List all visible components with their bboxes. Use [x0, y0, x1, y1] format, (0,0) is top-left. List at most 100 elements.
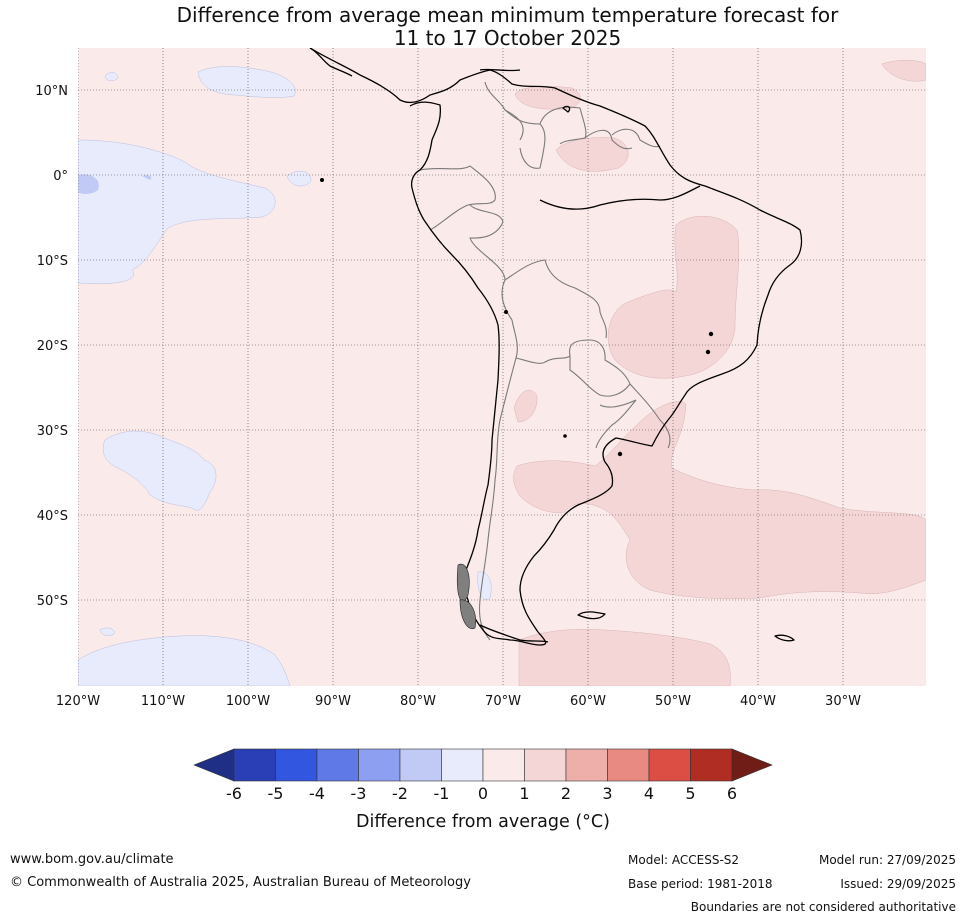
- coastline-caribbean-islands: [479, 68, 521, 72]
- border-venezuela-brazil-north: [504, 109, 524, 141]
- footer-model: Model: ACCESS-S2: [628, 853, 740, 867]
- border-suriname-french-guiana: [611, 128, 661, 148]
- cool-region-southwest-pacific: [78, 635, 291, 686]
- border-guyana-suriname: [584, 129, 633, 150]
- coastlines: [309, 48, 803, 646]
- lat-label-10s: 10°S: [37, 254, 68, 269]
- footer-issued: Issued: 29/09/2025: [840, 877, 956, 891]
- lon-label-40w: 40°W: [740, 694, 776, 709]
- warm-region-east-brazil: [607, 215, 740, 379]
- colorbar-swatch: [565, 748, 608, 782]
- lon-label-120w: 120°W: [56, 694, 100, 709]
- island-dot-5: [563, 434, 567, 438]
- map-panel: [78, 48, 926, 686]
- chile-archipelago: [457, 563, 476, 630]
- lon-label-50w: 50°W: [655, 694, 691, 709]
- cool-region-darker-core: [78, 174, 99, 194]
- moderate-cool-regions: [78, 174, 152, 194]
- warm-region-guianas: [555, 137, 629, 172]
- lat-label-50s: 50°S: [37, 594, 68, 609]
- archipelago-patch-2: [459, 599, 476, 630]
- coastline-south-america: [309, 48, 803, 646]
- border-venezuela-guyana: [539, 106, 587, 145]
- coastline-falklands: [577, 611, 606, 620]
- coastline-south-georgia: [774, 634, 795, 642]
- colorbar-swatches: [193, 748, 773, 782]
- border-brazil-bolivia: [504, 259, 607, 339]
- lon-label-90w: 90°W: [315, 694, 351, 709]
- warm-region-andes: [513, 389, 538, 423]
- footer-disclaimer: Boundaries are not considered authoritat…: [690, 900, 956, 914]
- colorbar-tick-label: 4: [644, 784, 654, 803]
- border-colombia-ecuador-peru: [419, 165, 496, 231]
- cool-anomaly-regions: [78, 66, 492, 686]
- colorbar-tick-label: 5: [685, 784, 695, 803]
- map-gridlines: [78, 48, 926, 686]
- colorbar-tick-label: -3: [351, 784, 367, 803]
- colorbar-swatch: [482, 748, 525, 782]
- lon-label-30w: 30°W: [825, 694, 861, 709]
- border-argentina-uruguay: [595, 399, 637, 449]
- lon-label-100w: 100°W: [226, 694, 270, 709]
- colorbar-tick-label: 0: [478, 784, 488, 803]
- footer-copyright: © Commonwealth of Australia 2025, Austra…: [10, 875, 471, 890]
- title-line-2: 11 to 17 October 2025: [393, 26, 622, 50]
- cool-region-small-1: [104, 72, 119, 81]
- colorbar-tick-label: 3: [602, 784, 612, 803]
- cool-region-tropical-pacific: [78, 139, 276, 284]
- lon-label-60w: 60°W: [570, 694, 606, 709]
- footer-website[interactable]: www.bom.gov.au/climate: [10, 852, 174, 867]
- coastline-tierra-del-fuego: [479, 624, 549, 643]
- coastline-trinidad-island: [562, 105, 571, 113]
- lon-label-110w: 110°W: [141, 694, 185, 709]
- cool-region-galapagos: [286, 170, 312, 187]
- colorbar-tick-label: 1: [519, 784, 529, 803]
- colorbar-extend-low: [193, 748, 235, 782]
- warm-region-northeast-atlantic: [881, 60, 926, 82]
- lat-label-30s: 30°S: [37, 424, 68, 439]
- coastline-details: [320, 178, 714, 457]
- island-dot-2: [708, 331, 714, 337]
- border-bolivia-chile-argentina: [511, 319, 571, 364]
- colorbar-swatch: [524, 748, 567, 782]
- cool-region-south-pacific: [102, 430, 217, 511]
- colorbar-tick-label: 2: [561, 784, 571, 803]
- colorbar-swatch: [275, 748, 318, 782]
- colorbar-swatch: [316, 748, 359, 782]
- cool-region-small-2: [99, 627, 115, 636]
- island-dot-1: [504, 310, 508, 314]
- colorbar-tick-label: 6: [727, 784, 737, 803]
- coastline-central-america: [309, 48, 353, 77]
- lon-label-70w: 70°W: [485, 694, 521, 709]
- colorbar-swatch: [233, 748, 276, 782]
- lat-label-0: 0°: [53, 169, 68, 184]
- colorbar: -6 -5 -4 -3 -2 -1 0 1 2 3 4 5 6 Difference from aver…: [193, 748, 773, 832]
- colorbar-swatch: [399, 748, 442, 782]
- lat-label-20s: 20°S: [37, 339, 68, 354]
- chart-title: Difference from average mean minimum tem…: [0, 4, 965, 50]
- warm-region-argentina-atlantic: [513, 401, 926, 599]
- island-dot-3: [705, 349, 711, 355]
- latitude-labels: 10°N 0° 10°S 20°S 30°S 40°S 50°S: [35, 84, 68, 609]
- island-dot-6: [320, 178, 324, 182]
- border-peru-brazil: [469, 204, 513, 321]
- island-dot-4: [617, 451, 623, 457]
- colorbar-swatch: [358, 748, 401, 782]
- colorbar-tick-labels: -6 -5 -4 -3 -2 -1 0 1 2 3 4 5 6: [226, 784, 737, 803]
- colorbar-swatch: [441, 748, 484, 782]
- colorbar-swatch: [690, 748, 733, 782]
- footer-model-run: Model run: 27/09/2025: [818, 853, 956, 867]
- border-brazil-uruguay: [629, 383, 671, 449]
- footer-base-period: Base period: 1981-2018: [628, 877, 773, 891]
- coastline-amazon-delta: [539, 185, 701, 210]
- colorbar-title: Difference from average (°C): [356, 812, 610, 832]
- colorbar-tick-label: -5: [268, 784, 284, 803]
- country-borders: [419, 81, 671, 641]
- border-paraguay: [568, 339, 631, 397]
- colorbar-tick-label: -2: [392, 784, 408, 803]
- border-chile-argentina: [478, 357, 517, 641]
- colorbar-tick-label: -6: [226, 784, 242, 803]
- lat-label-40s: 40°S: [37, 509, 68, 524]
- longitude-labels: 120°W 110°W 100°W 90°W 80°W 70°W 60°W 50…: [56, 694, 861, 709]
